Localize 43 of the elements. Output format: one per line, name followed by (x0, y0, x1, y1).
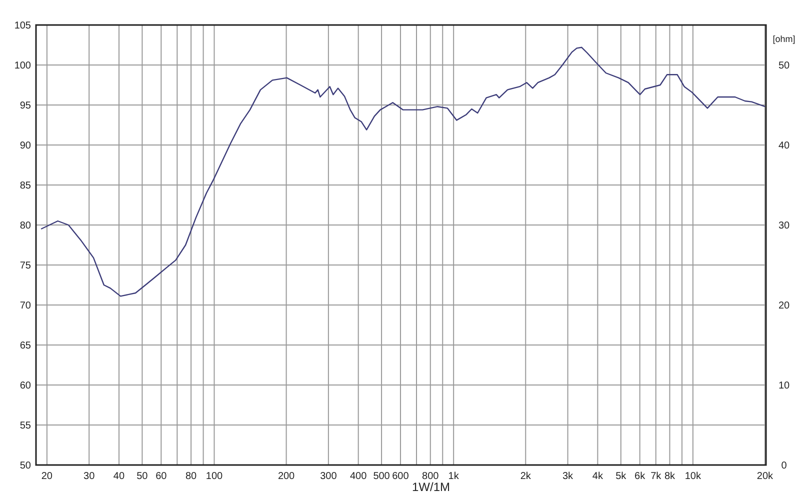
x-tick-label: 3k (562, 471, 574, 482)
x-tick-label: 40 (113, 471, 125, 482)
x-tick-label: 20k (756, 471, 774, 482)
y2-axis-title: [ohm] (772, 34, 796, 44)
x-tick-label: 8k (664, 471, 676, 482)
x-axis-title: 1W/1M (412, 480, 450, 494)
y2-tick-label: 0 (781, 460, 788, 472)
x-tick-label: 300 (320, 471, 338, 482)
x-tick-label: 2k (520, 471, 532, 482)
y-tick-label: 65 (20, 340, 32, 352)
x-tick-label: 100 (206, 471, 224, 482)
y-tick-label: 90 (20, 140, 32, 152)
x-tick-label: 1k (448, 471, 460, 482)
x-tick-label: 800 (422, 471, 440, 482)
y2-tick-label: 10 (778, 380, 790, 392)
x-tick-label: 50 (136, 471, 148, 482)
y-tick-label: 80 (20, 220, 32, 232)
x-tick-label: 10k (684, 471, 702, 482)
y-tick-label: 85 (20, 180, 32, 192)
y-tick-label: 100 (14, 60, 32, 72)
x-tick-label: 6k (634, 471, 646, 482)
x-tick-label: 5k (616, 471, 628, 482)
y-tick-label: 105 (14, 20, 32, 32)
y2-tick-label: 50 (778, 60, 790, 72)
x-tick-label: 400 (350, 471, 368, 482)
x-tick-label: 30 (84, 471, 96, 482)
y2-tick-label: 40 (778, 140, 790, 152)
x-tick-label: 7k (650, 471, 662, 482)
x-tick-label: 200 (278, 471, 296, 482)
x-tick-label: 500 (373, 471, 390, 482)
y-tick-label: 50 (20, 460, 32, 472)
y-tick-label: 95 (20, 100, 32, 112)
y-tick-label: 55 (20, 420, 32, 432)
y-tick-label: 70 (20, 300, 32, 312)
y-tick-label: 75 (20, 260, 32, 272)
y2-tick-label: 20 (778, 300, 790, 312)
y-tick-label: 60 (20, 380, 32, 392)
x-tick-label: 80 (185, 471, 198, 482)
x-tick-label: 4k (592, 471, 604, 482)
x-tick-label: 20 (41, 471, 53, 482)
x-tick-label: 600 (392, 471, 410, 482)
x-tick-label: 60 (156, 471, 168, 482)
y2-tick-label: 30 (778, 220, 790, 232)
